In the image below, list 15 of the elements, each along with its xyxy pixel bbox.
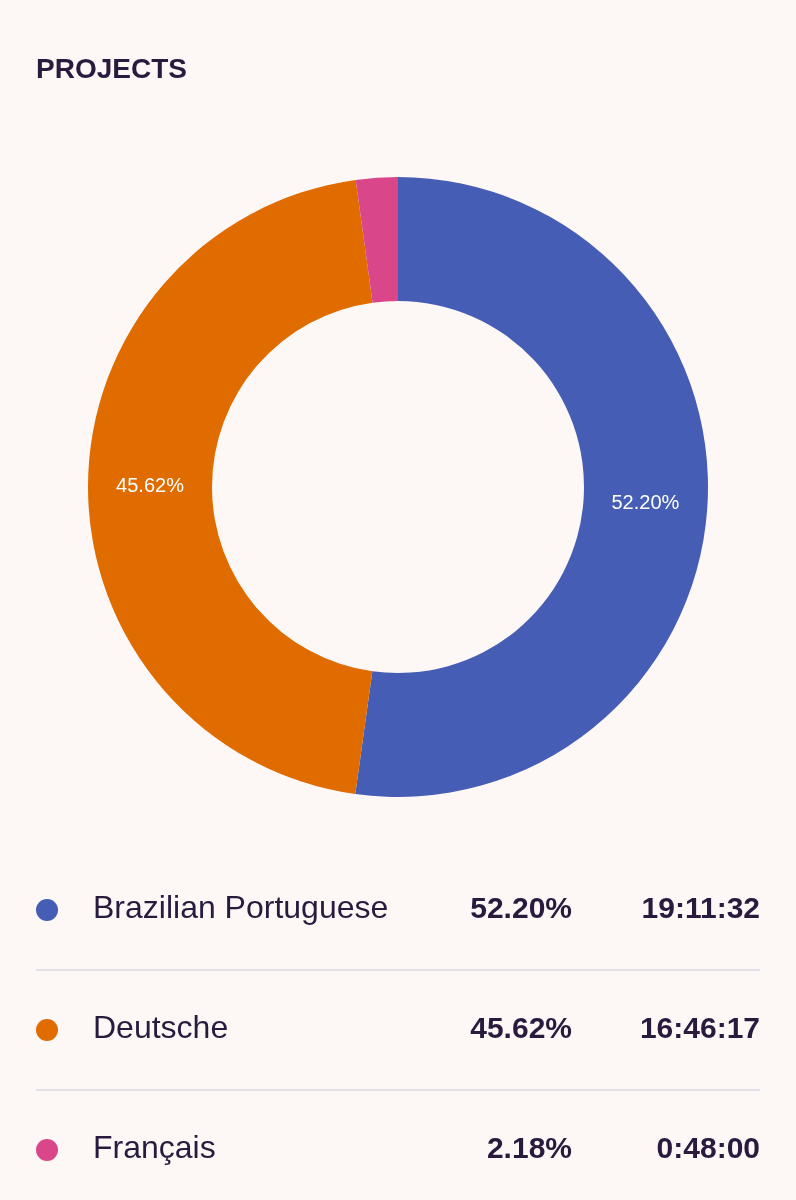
donut-slice xyxy=(355,177,708,797)
text: 19:11:32 xyxy=(641,890,760,924)
text: 52.20% xyxy=(470,890,572,924)
data-label: 2.18% xyxy=(486,1130,572,1164)
legend-label: Brazilian Portuguese xyxy=(93,889,389,926)
donut-slice xyxy=(88,179,373,795)
chart-title: PROJECTS xyxy=(36,53,187,84)
text: 16:46:17 xyxy=(639,1010,760,1044)
text: 0:48:00 xyxy=(656,1130,760,1164)
legend-label: Français xyxy=(93,1129,216,1166)
donut-slice xyxy=(355,177,398,303)
legend-label: Deutsche xyxy=(93,1009,229,1046)
text: 45.62% xyxy=(470,1010,572,1044)
data-label: 45.62% xyxy=(116,474,185,497)
data-label: 52.20% xyxy=(611,491,680,514)
